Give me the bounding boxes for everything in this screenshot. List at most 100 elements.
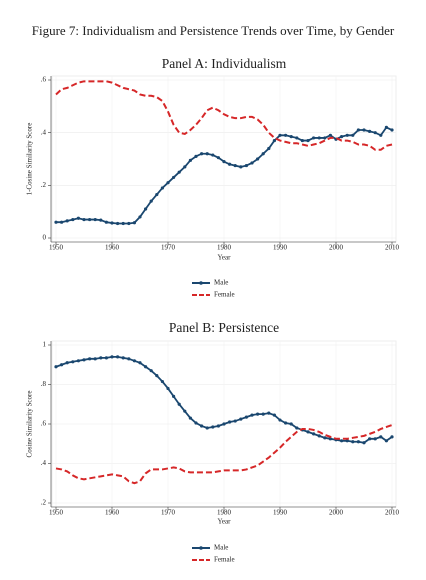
- series-point: [93, 217, 97, 222]
- series-point: [284, 133, 288, 137]
- series-point: [384, 439, 388, 443]
- series-point: [340, 135, 344, 139]
- series-point: [183, 409, 187, 413]
- series-point: [138, 215, 142, 219]
- series-point: [149, 369, 153, 373]
- series-point: [188, 158, 192, 162]
- series-point: [345, 439, 349, 443]
- series-point: [222, 160, 226, 164]
- series-point: [65, 219, 69, 223]
- series-point: [278, 418, 282, 422]
- series-point: [177, 170, 181, 174]
- series-point: [368, 129, 372, 133]
- series-point: [272, 138, 276, 143]
- series-point: [261, 152, 265, 156]
- series-point: [132, 221, 136, 225]
- series-point: [194, 154, 198, 158]
- series-point: [65, 361, 69, 365]
- series-point: [76, 359, 80, 363]
- series-point: [116, 355, 120, 359]
- series-point: [54, 220, 58, 224]
- series-point: [194, 421, 198, 425]
- series-point: [166, 386, 170, 391]
- series-point: [289, 135, 293, 139]
- series-point: [211, 425, 215, 429]
- x-tick-label: 1960: [105, 244, 120, 252]
- series-point: [76, 216, 80, 220]
- x-tick-label: 1960: [105, 509, 120, 517]
- legend-label: Male: [214, 279, 228, 287]
- series-point: [93, 357, 97, 361]
- legend-label: Male: [214, 544, 228, 552]
- series-point: [261, 412, 265, 416]
- x-tick-label: 2010: [385, 509, 400, 517]
- series-point: [379, 133, 383, 137]
- series-point: [127, 357, 131, 361]
- series-point: [379, 435, 383, 439]
- series-point: [88, 357, 92, 361]
- series-point: [351, 133, 355, 137]
- series-point: [239, 165, 243, 169]
- series-point: [104, 356, 108, 360]
- y-tick-label: .4: [41, 128, 47, 136]
- y-tick-label: 1: [43, 341, 47, 349]
- series-point: [390, 128, 394, 132]
- series-point: [155, 192, 159, 197]
- series-point: [166, 181, 170, 185]
- series-point: [267, 411, 271, 415]
- series-point: [312, 432, 316, 436]
- series-point: [200, 152, 204, 156]
- series-point: [177, 402, 181, 406]
- series-point: [323, 436, 327, 440]
- series-point: [278, 133, 282, 137]
- series-point: [239, 417, 243, 421]
- x-tick-label: 2010: [385, 244, 400, 252]
- series-point: [362, 441, 366, 445]
- series-point: [60, 363, 64, 367]
- series-point: [144, 207, 148, 211]
- series-point: [99, 218, 103, 222]
- series-point: [132, 359, 136, 363]
- y-axis-label: Cosine Similarity Score: [26, 391, 34, 458]
- x-tick-label: 1990: [273, 244, 288, 252]
- series-point: [228, 162, 232, 166]
- series-line: [55, 424, 393, 485]
- series-point: [368, 437, 372, 441]
- series-point: [317, 434, 321, 438]
- y-tick-label: .6: [41, 420, 47, 428]
- figure-title: Figure 7: Individualism and Persistence …: [32, 23, 395, 38]
- x-tick-label: 1970: [161, 509, 176, 517]
- series-point: [116, 221, 120, 226]
- series-point: [121, 356, 125, 360]
- y-tick-label: .2: [41, 181, 47, 189]
- series-line: [55, 80, 393, 151]
- series-point: [160, 379, 164, 384]
- x-tick-label: 1990: [273, 509, 288, 517]
- x-tick-label: 2000: [329, 509, 344, 517]
- x-tick-label: 1970: [161, 244, 176, 252]
- series-point: [211, 153, 215, 157]
- series-point: [183, 165, 187, 169]
- panel-title: Panel A: Individualism: [162, 56, 287, 71]
- x-tick-label: 1980: [217, 509, 232, 517]
- x-tick-label: 1950: [49, 509, 64, 517]
- series-point: [351, 440, 355, 444]
- series-point: [149, 199, 153, 203]
- series-point: [384, 125, 388, 129]
- series-point: [205, 152, 209, 156]
- series-point: [340, 439, 344, 443]
- series-point: [54, 365, 58, 369]
- series-point: [306, 138, 310, 143]
- x-axis-label: Year: [218, 254, 232, 262]
- series-point: [362, 128, 366, 132]
- series-point: [306, 430, 310, 434]
- series-point: [71, 360, 75, 364]
- series-point: [82, 217, 86, 222]
- series-point: [312, 136, 316, 140]
- series-point: [121, 221, 125, 226]
- series-point: [172, 394, 176, 398]
- y-tick-label: .8: [41, 380, 47, 388]
- series-point: [60, 220, 64, 224]
- series-point: [205, 426, 209, 430]
